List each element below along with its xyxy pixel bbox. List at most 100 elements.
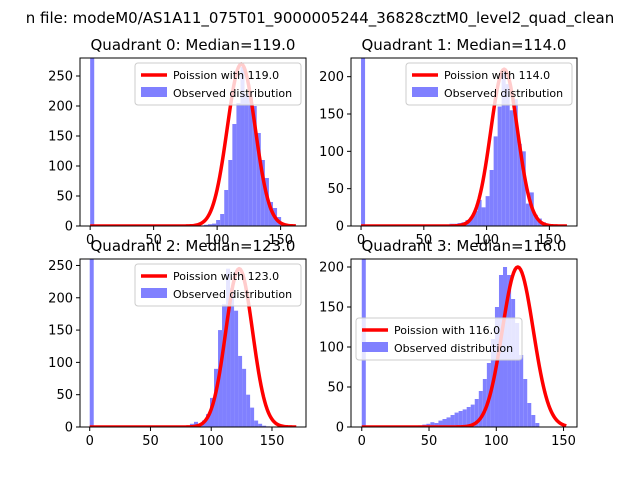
x-tick-label: 100 bbox=[199, 434, 224, 449]
y-tick-label: 150 bbox=[319, 301, 344, 316]
legend-label-observed: Observed distribution bbox=[173, 87, 292, 100]
x-tick-label: 50 bbox=[142, 434, 159, 449]
histogram-bar bbox=[466, 407, 471, 427]
histogram-bar bbox=[220, 214, 225, 226]
histogram-bar bbox=[474, 399, 479, 427]
x-tick-label: 150 bbox=[268, 233, 293, 248]
legend-box bbox=[355, 317, 523, 361]
legend-bar-swatch bbox=[362, 342, 388, 352]
y-tick-label: 0 bbox=[65, 220, 73, 235]
chart-panel-0: 0 50 100 150 0 50 100 150 200 250 Quadrant 0: Medi… bbox=[48, 36, 307, 248]
histogram-bar bbox=[262, 425, 267, 427]
histogram-bar bbox=[250, 407, 255, 427]
histogram-bar bbox=[203, 224, 208, 226]
legend-label-observed: Observed distribution bbox=[394, 342, 513, 355]
histogram-bar bbox=[216, 220, 221, 226]
legend-label-fit: Poission with 116.0 bbox=[394, 324, 500, 337]
y-tick-label: 100 bbox=[319, 145, 344, 160]
histogram-bar bbox=[501, 69, 506, 226]
x-tick-label: 100 bbox=[484, 434, 509, 449]
y-tick-label: 250 bbox=[48, 259, 73, 274]
histogram-bar bbox=[222, 304, 227, 427]
histogram-bar bbox=[212, 223, 217, 226]
chart-title: Quadrant 0: Median=119.0 bbox=[91, 36, 296, 54]
x-tick-label: 50 bbox=[145, 233, 162, 248]
histogram-bar bbox=[207, 224, 213, 226]
histogram-bar bbox=[242, 368, 247, 427]
histogram-bar bbox=[258, 423, 263, 427]
y-tick-label: 200 bbox=[319, 261, 344, 276]
histogram-bar bbox=[240, 67, 245, 226]
x-tick-label: 0 bbox=[357, 233, 365, 248]
y-tick-label: 0 bbox=[65, 421, 73, 436]
legend: Poission with 114.0 Observed distribution bbox=[405, 62, 573, 106]
y-tick-label: 0 bbox=[336, 220, 344, 235]
histogram-bar bbox=[252, 106, 257, 226]
histogram-bar bbox=[481, 207, 486, 226]
x-tick-label: 0 bbox=[86, 434, 94, 449]
x-tick-label: 150 bbox=[551, 434, 576, 449]
histogram-bar bbox=[469, 217, 474, 226]
histogram-bar bbox=[521, 151, 526, 226]
legend-label-fit: Poission with 119.0 bbox=[173, 69, 279, 82]
y-tick-label: 50 bbox=[327, 182, 344, 197]
histogram-bar bbox=[260, 160, 265, 226]
y-tick-label: 150 bbox=[319, 108, 344, 123]
histogram-bar bbox=[206, 414, 211, 427]
chart-title: Quadrant 1: Median=114.0 bbox=[362, 36, 567, 54]
histogram-bar bbox=[454, 412, 459, 427]
x-tick-label: 150 bbox=[537, 233, 562, 248]
axes-frame bbox=[79, 57, 307, 227]
histogram-bar bbox=[248, 97, 253, 226]
histogram-bar bbox=[434, 423, 439, 427]
chart-title: Quadrant 3: Median=116.0 bbox=[362, 237, 567, 255]
x-tick-label: 100 bbox=[205, 233, 230, 248]
legend-label-fit: Poission with 114.0 bbox=[444, 69, 550, 82]
y-tick-label: 50 bbox=[327, 381, 344, 396]
x-tick-label: 50 bbox=[421, 434, 438, 449]
chart-panels: 0 50 100 150 0 50 100 150 200 250 Quadrant 0: Medi… bbox=[48, 36, 578, 449]
histogram-bar bbox=[473, 211, 478, 226]
chart-title: Quadrant 2: Median=123.0 bbox=[91, 237, 296, 255]
histogram-bar bbox=[268, 202, 273, 226]
y-tick-label: 150 bbox=[48, 130, 73, 145]
histogram-bar bbox=[497, 106, 502, 226]
legend-bar-swatch bbox=[141, 288, 167, 298]
histogram-bar bbox=[210, 397, 215, 427]
histogram-bar bbox=[234, 310, 239, 427]
histogram-bar bbox=[228, 160, 233, 226]
histogram-bar bbox=[246, 394, 251, 427]
legend-label-observed: Observed distribution bbox=[173, 288, 292, 301]
histogram-bar bbox=[438, 420, 443, 427]
histogram-bar bbox=[535, 423, 540, 427]
legend-bar-swatch bbox=[141, 87, 167, 97]
chart-panel-1: 0 50 100 150 0 50 100 150 200 Quadrant 1: Median=… bbox=[319, 36, 578, 248]
legend-box bbox=[405, 62, 573, 106]
figure-title: n file: modeM0/AS1A11_075T01_9000005244_… bbox=[26, 9, 615, 28]
axes-frame bbox=[350, 258, 578, 428]
histogram-bar bbox=[90, 58, 95, 226]
legend-label-fit: Poission with 123.0 bbox=[173, 270, 279, 283]
histogram-bar bbox=[361, 58, 366, 226]
histogram-bar bbox=[458, 411, 463, 427]
histogram-bar bbox=[477, 199, 482, 226]
axes-frame bbox=[79, 258, 307, 428]
histogram-bar bbox=[430, 422, 435, 427]
histogram-bar bbox=[493, 136, 498, 226]
histogram-bar bbox=[509, 110, 514, 226]
histogram-bar bbox=[523, 379, 528, 427]
y-tick-label: 200 bbox=[48, 291, 73, 306]
x-tick-label: 0 bbox=[358, 434, 366, 449]
histogram-bar bbox=[89, 259, 94, 427]
histogram-bar bbox=[482, 379, 487, 427]
histogram-bar bbox=[244, 94, 249, 226]
histogram-bars bbox=[90, 58, 294, 226]
histogram-bar bbox=[254, 420, 259, 427]
y-tick-label: 250 bbox=[48, 70, 73, 85]
histogram-bar bbox=[230, 288, 235, 427]
histogram-bar bbox=[226, 268, 231, 427]
legend-box bbox=[134, 263, 302, 307]
histogram-bar bbox=[478, 391, 483, 427]
histogram-bar bbox=[513, 99, 518, 226]
